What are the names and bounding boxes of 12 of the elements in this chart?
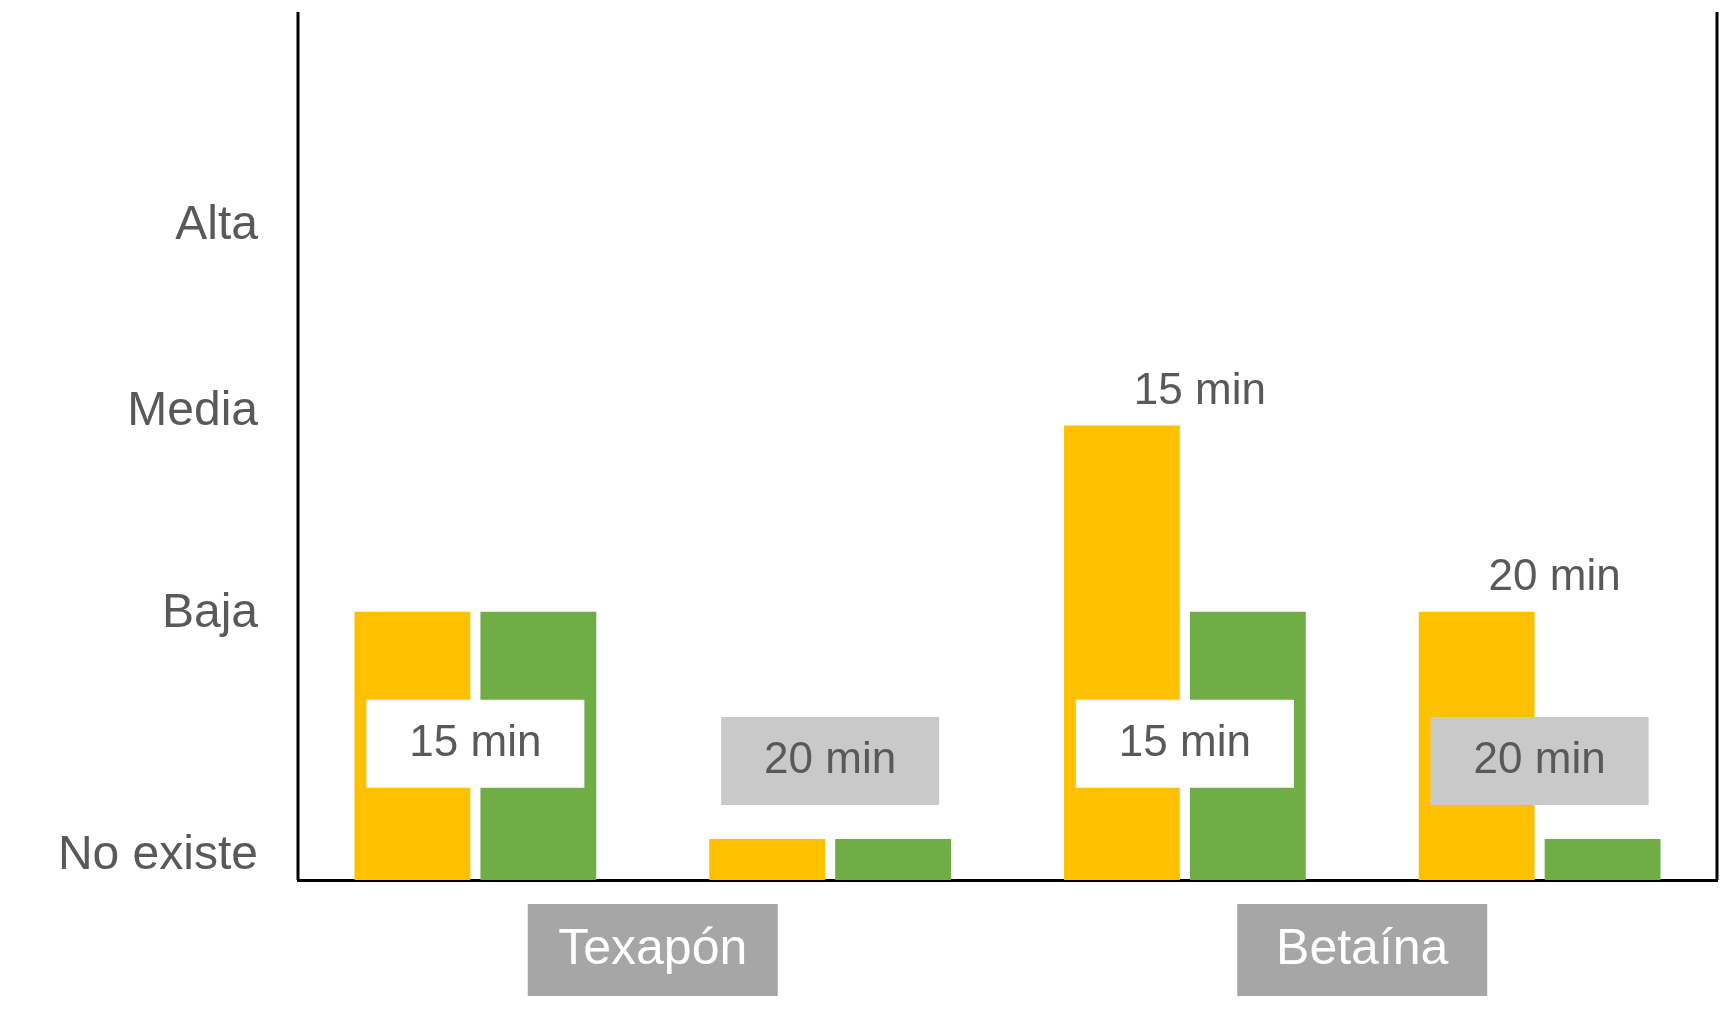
x-tick-label: 15 min [1118,715,1251,765]
annotation: 20 min [1488,550,1621,600]
text: No existe [57,825,258,879]
text: Media [127,382,259,436]
text: Texapón [558,918,748,975]
text: Betaína [1276,918,1449,975]
x-tick-label: 20 min [764,733,897,783]
text: 15 min [1133,363,1266,413]
text: Alta [175,195,259,249]
x-tick-label: 20 min [1473,733,1606,783]
x-tick-label: 15 min [409,715,542,765]
text: Baja [161,583,259,637]
